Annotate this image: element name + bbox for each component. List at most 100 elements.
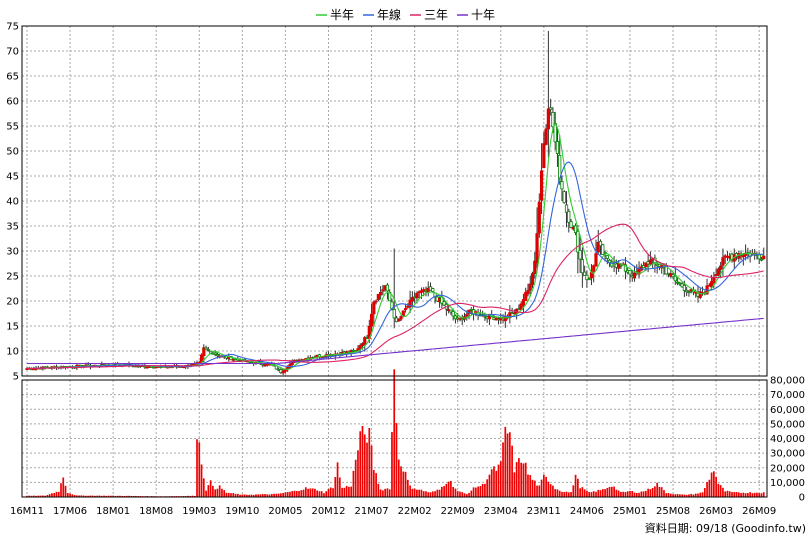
volume-bar [518, 458, 520, 497]
volume-bar [504, 426, 507, 497]
volume-bar [667, 493, 670, 497]
price-tick-label: 70 [6, 47, 19, 58]
volume-bar [62, 477, 65, 497]
volume-axis-ticks: 0 10,000 20,000 30,000 40,000 50,000 60,000 70,… [770, 376, 805, 504]
candle-body [524, 292, 528, 301]
volume-bar [209, 480, 212, 497]
volume-bar [284, 492, 287, 497]
volume-bar [348, 486, 350, 497]
volume-bar [429, 492, 432, 497]
candle-body [719, 265, 723, 270]
candle-body [578, 249, 582, 260]
candle-body [673, 275, 677, 282]
volume-bar [216, 488, 219, 497]
volume-bar [572, 485, 575, 497]
volume-bar [327, 488, 330, 497]
candle-body [555, 141, 560, 154]
volume-bar [375, 473, 377, 497]
volume-bar [629, 490, 631, 497]
x-tick-label: 22M02 [398, 506, 432, 517]
volume-bar [26, 495, 28, 497]
volume-bar [366, 442, 368, 497]
volume-bar [94, 495, 96, 497]
volume-bar [409, 485, 411, 497]
volume-bar [506, 433, 509, 497]
volume-bar [57, 491, 60, 497]
volume-bar [105, 495, 108, 497]
x-tick-label: 16M11 [10, 506, 44, 517]
x-tick-label: 20M05 [268, 506, 302, 517]
volume-bar [753, 492, 756, 497]
volume-bar [198, 442, 201, 497]
candle-body [721, 257, 725, 266]
volume-bar [708, 479, 711, 497]
volume-bar [495, 470, 498, 497]
x-tick-label: 17M06 [53, 506, 87, 517]
volume-bar [692, 494, 695, 497]
volume-bar [239, 494, 241, 497]
volume-bar [533, 480, 536, 497]
volume-bar [384, 488, 387, 497]
volume-bar [298, 491, 300, 497]
volume-bar [370, 445, 373, 497]
volume-bar [345, 485, 348, 497]
volume-bar [273, 493, 275, 497]
candle-body [528, 283, 532, 291]
volume-bar [252, 494, 255, 497]
volume-bar [522, 463, 525, 497]
volume-bar [436, 489, 439, 497]
volume-bar [740, 493, 742, 497]
candle-body [587, 278, 591, 281]
candle-body [263, 364, 267, 367]
volume-bar [311, 488, 314, 497]
volume-bar [613, 486, 615, 497]
candle-body [410, 297, 414, 302]
volume-bar [431, 491, 434, 497]
volume-tick-label: 60,000 [770, 405, 805, 416]
volume-bar [277, 493, 280, 497]
volume-bar [334, 477, 337, 497]
volume-bar [406, 479, 409, 497]
volume-bar [28, 495, 31, 497]
candle-body [623, 264, 628, 272]
volume-bar [293, 490, 296, 497]
volume-bar [300, 490, 303, 497]
candle-body [573, 225, 578, 233]
volume-bar [30, 495, 33, 497]
volume-bar [223, 490, 226, 497]
candle-body [399, 316, 403, 320]
volume-bar [132, 495, 135, 497]
volume-bar [565, 491, 568, 497]
volume-bar [556, 489, 559, 497]
candle-body [546, 108, 550, 130]
volume-bar [615, 489, 618, 497]
candle-body [560, 181, 564, 190]
candle-body [374, 300, 378, 303]
candle-body [648, 259, 652, 265]
volume-bar [669, 493, 672, 497]
volume-bar [454, 488, 457, 497]
volume-bar [461, 492, 464, 497]
volume-bar [527, 474, 529, 497]
volume-bar [411, 488, 414, 497]
candle-body [381, 289, 385, 292]
volume-bar [640, 491, 643, 497]
volume-bar [649, 489, 652, 497]
price-tick-label: 45 [6, 172, 19, 183]
volume-bar [633, 492, 636, 497]
candle-body [369, 313, 374, 327]
x-tick-label: 19M03 [182, 506, 216, 517]
volume-bar [89, 495, 92, 497]
volume-bar [622, 491, 625, 497]
volume-bar [119, 495, 121, 497]
volume-bar [762, 492, 765, 497]
volume-bar [304, 487, 307, 497]
volume-bar [719, 485, 722, 497]
candle-body [644, 262, 648, 267]
volume-bar [212, 485, 214, 497]
volume-bar [64, 485, 67, 497]
volume-tick-label: 70,000 [770, 390, 805, 401]
volume-bar [479, 486, 482, 497]
volume-bar [524, 462, 527, 497]
volume-bar [404, 471, 407, 497]
